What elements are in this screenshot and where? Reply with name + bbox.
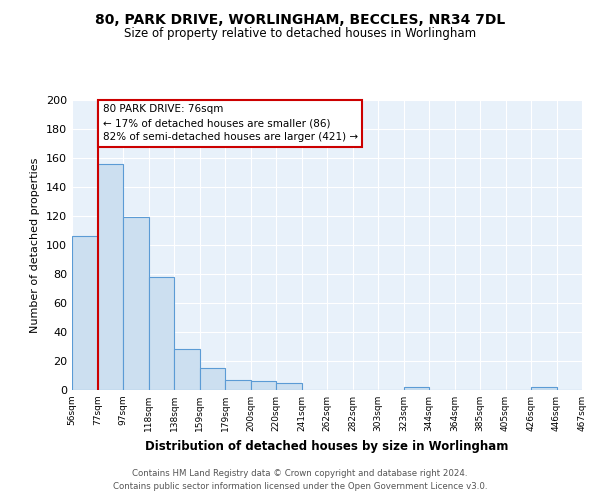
- Text: 80 PARK DRIVE: 76sqm
← 17% of detached houses are smaller (86)
82% of semi-detac: 80 PARK DRIVE: 76sqm ← 17% of detached h…: [103, 104, 358, 142]
- Bar: [276, 383, 302, 390]
- Text: Contains public sector information licensed under the Open Government Licence v3: Contains public sector information licen…: [113, 482, 487, 491]
- Bar: [97, 164, 123, 390]
- Bar: [123, 218, 149, 390]
- Bar: [404, 387, 429, 390]
- Bar: [225, 380, 251, 390]
- Text: Contains HM Land Registry data © Crown copyright and database right 2024.: Contains HM Land Registry data © Crown c…: [132, 468, 468, 477]
- Y-axis label: Number of detached properties: Number of detached properties: [31, 158, 40, 332]
- Text: 80, PARK DRIVE, WORLINGHAM, BECCLES, NR34 7DL: 80, PARK DRIVE, WORLINGHAM, BECCLES, NR3…: [95, 12, 505, 26]
- X-axis label: Distribution of detached houses by size in Worlingham: Distribution of detached houses by size …: [145, 440, 509, 452]
- Bar: [531, 387, 557, 390]
- Text: Size of property relative to detached houses in Worlingham: Size of property relative to detached ho…: [124, 28, 476, 40]
- Bar: [251, 382, 276, 390]
- Bar: [174, 350, 199, 390]
- Bar: [72, 236, 97, 390]
- Bar: [199, 368, 225, 390]
- Bar: [149, 277, 174, 390]
